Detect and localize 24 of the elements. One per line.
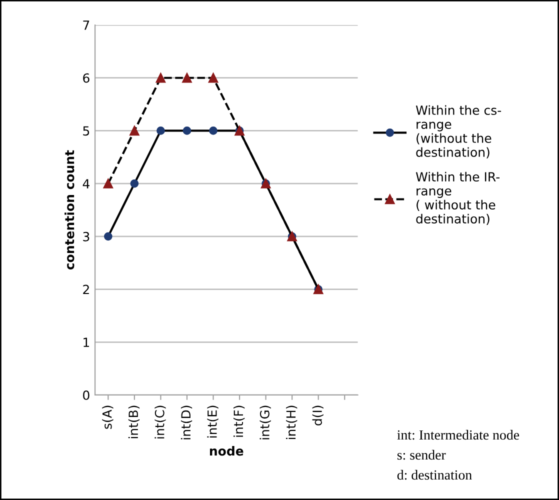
y-tick-label: 5 — [83, 126, 90, 136]
y-axis-title: contention count — [64, 150, 74, 270]
x-tick-label: int(D) — [180, 406, 192, 440]
y-tick-label: 0 — [83, 390, 90, 400]
x-tick-label: int(E) — [207, 406, 218, 438]
text: int: Intermediate node — [397, 430, 520, 440]
legend-label: Within the IR- range ( without the destination) — [416, 172, 500, 225]
x-tick-label: int(C) — [154, 406, 166, 438]
y-tick-label: 1 — [84, 338, 90, 347]
x-tick-label: int(H) — [286, 406, 298, 439]
x-tick-label: int(F) — [233, 406, 245, 437]
x-tick-label: d(I) — [312, 406, 324, 426]
x-tick-label: int(G) — [260, 406, 271, 440]
x-tick-label: s(A) — [102, 406, 114, 429]
x-tick-label: int(B) — [128, 406, 140, 438]
x-axis-title: node — [210, 446, 244, 456]
y-tick-label: 2 — [83, 284, 89, 294]
y-tick-label: 4 — [82, 179, 90, 188]
y-tick-label: 3 — [83, 232, 90, 242]
text: s: sender — [397, 450, 446, 460]
y-tick-label: 7 — [83, 20, 90, 30]
legend-label: Within the cs- range (without the destination) — [416, 105, 502, 158]
y-tick-label: 6 — [83, 73, 90, 83]
text: d: destination — [397, 470, 472, 480]
